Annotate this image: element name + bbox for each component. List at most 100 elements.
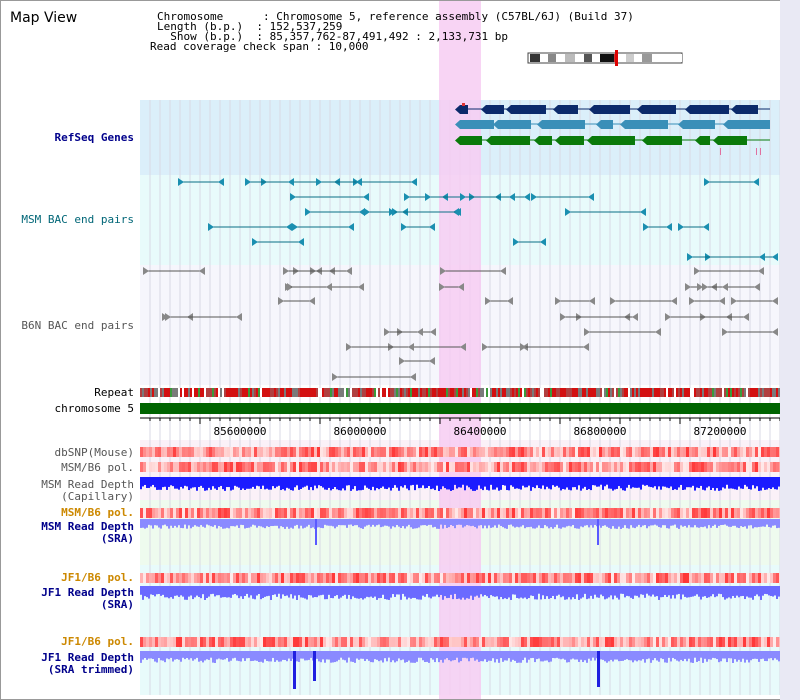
heat-cell <box>530 462 533 472</box>
depth-bar <box>422 651 424 661</box>
heat-cell <box>560 637 563 647</box>
heat-cell <box>704 573 707 583</box>
repeat-segment <box>376 388 378 397</box>
heat-cell <box>683 508 686 518</box>
track-label-msm-bac[interactable]: MSM BAC end pairs <box>21 213 134 226</box>
depth-bar <box>150 586 152 595</box>
heat-cell <box>242 462 245 472</box>
depth-bar <box>394 586 396 597</box>
depth-bar <box>318 651 320 662</box>
depth-bar <box>444 586 446 597</box>
depth-bar <box>742 477 744 489</box>
heat-cell <box>695 637 698 647</box>
depth-bar <box>760 586 762 600</box>
depth-bar <box>332 477 334 490</box>
depth-bar <box>220 477 222 486</box>
heat-cell <box>749 573 752 583</box>
repeat-segment <box>262 388 264 397</box>
depth-bar <box>362 477 364 490</box>
heat-cell <box>266 462 269 472</box>
repeat-segment <box>650 388 652 397</box>
heat-cell <box>155 508 158 518</box>
b6n-bac-pair-end <box>346 343 352 351</box>
depth-bar <box>716 519 718 528</box>
depth-bar <box>690 477 692 488</box>
heat-cell <box>290 637 293 647</box>
repeat-segment <box>574 388 576 397</box>
depth-bar <box>682 651 684 662</box>
depth-bar <box>280 477 282 491</box>
heat-cell <box>446 462 449 472</box>
heat-cell <box>158 573 161 583</box>
depth-bar <box>384 586 386 600</box>
depth-bar <box>234 651 236 658</box>
depth-bar <box>362 519 364 529</box>
repeat-segment <box>426 388 428 397</box>
heat-cell <box>218 508 221 518</box>
repeat-segment <box>558 388 560 397</box>
depth-bar <box>514 519 516 528</box>
depth-bar <box>498 651 500 663</box>
depth-bar <box>504 586 506 599</box>
track-label-jf1-b6-pol-2: JF1/B6 pol. <box>61 635 134 648</box>
depth-bar <box>682 477 684 490</box>
depth-bar <box>698 477 700 489</box>
repeat-segment <box>290 388 292 397</box>
depth-bar <box>500 519 502 526</box>
heat-cell <box>317 573 320 583</box>
gene-exon-block <box>592 136 635 145</box>
heat-cell <box>146 508 149 518</box>
heat-cell <box>383 462 386 472</box>
heat-cell <box>371 462 374 472</box>
repeat-segment <box>680 388 682 397</box>
heat-cell <box>494 573 497 583</box>
repeat-segment <box>580 388 582 397</box>
depth-bar <box>214 477 216 489</box>
depth-bar <box>772 519 774 526</box>
heat-cell <box>233 637 236 647</box>
depth-bar <box>696 519 698 528</box>
heat-cell <box>497 573 500 583</box>
heat-cell <box>776 637 779 647</box>
track-label-b6n-bac[interactable]: B6N BAC end pairs <box>21 319 134 332</box>
heat-cell <box>245 637 248 647</box>
gene-exon-block <box>486 105 504 114</box>
heat-cell <box>377 508 380 518</box>
heat-cell <box>317 447 320 457</box>
depth-bar <box>352 519 354 527</box>
depth-bar <box>720 586 722 595</box>
track-label-refseq[interactable]: RefSeq Genes <box>54 131 134 144</box>
depth-bar <box>200 651 202 661</box>
heat-cell <box>488 573 491 583</box>
depth-bar <box>386 477 388 490</box>
depth-bar <box>696 651 698 662</box>
depth-bar <box>156 519 158 526</box>
heat-cell <box>272 508 275 518</box>
depth-bar <box>428 477 430 487</box>
heat-cell <box>761 447 764 457</box>
heat-cell <box>221 447 224 457</box>
depth-bar <box>762 586 764 596</box>
heat-cell <box>665 508 668 518</box>
depth-bar <box>488 651 490 661</box>
heat-cell <box>542 462 545 472</box>
depth-bar <box>634 477 636 488</box>
repeat-segment <box>178 388 180 397</box>
depth-bar <box>718 651 720 663</box>
heat-cell <box>758 508 761 518</box>
depth-bar <box>244 651 246 661</box>
heat-cell <box>257 462 260 472</box>
depth-bar <box>722 586 724 598</box>
repeat-segment <box>656 388 658 397</box>
depth-bar <box>748 477 750 490</box>
depth-bar <box>150 651 152 659</box>
depth-bar <box>658 477 660 487</box>
depth-bar <box>446 651 448 659</box>
depth-bar <box>236 519 238 526</box>
depth-bar <box>526 519 528 528</box>
depth-bar <box>296 586 298 600</box>
depth-bar <box>140 477 142 490</box>
heat-cell <box>494 462 497 472</box>
depth-bar <box>166 651 168 659</box>
